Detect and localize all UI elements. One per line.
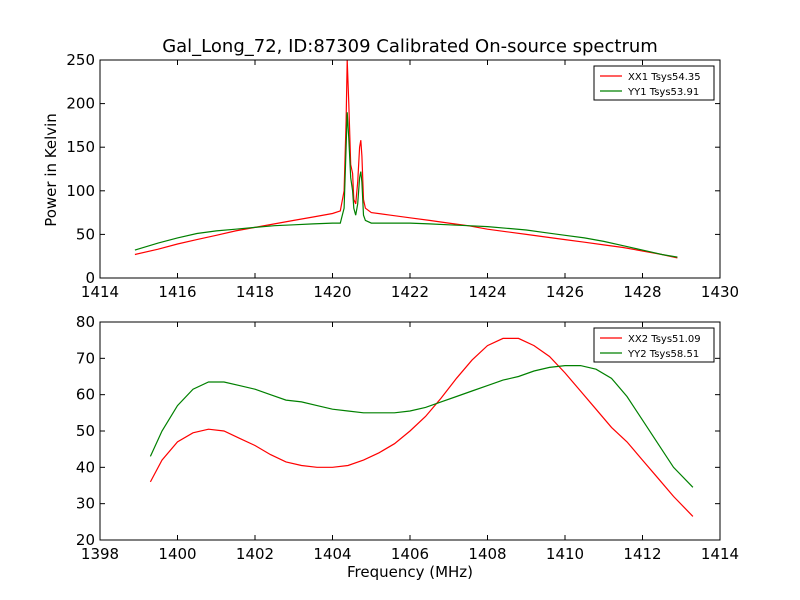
y-tick-label: 30 (76, 495, 95, 513)
y-tick-label: 100 (66, 182, 95, 200)
x-tick-label: 1414 (701, 545, 739, 563)
chart-title: Gal_Long_72, ID:87309 Calibrated On-sour… (162, 36, 658, 57)
top-panel: 1414 1416 1418 1420 1422 1424 1426 1428 1430 0 50 1… (66, 51, 739, 301)
legend-entry: XX1 Tsys54.35 (628, 72, 701, 83)
y-tick-label: 60 (76, 386, 95, 404)
x-tick-label: 1424 (468, 283, 506, 301)
x-tick-label: 1426 (546, 283, 584, 301)
legend-entry: YY1 Tsys53.91 (627, 87, 699, 98)
x-tick-label: 1420 (313, 283, 351, 301)
x-tick-label: 1404 (313, 545, 351, 563)
y-tick-label: 40 (76, 458, 95, 476)
y-tick-label: 150 (66, 138, 95, 156)
x-tick-label: 1406 (391, 545, 429, 563)
x-tick-label: 1402 (236, 545, 274, 563)
y-tick-label: 50 (76, 422, 95, 440)
bottom-x-axis-label: Frequency (MHz) (347, 563, 473, 581)
x-tick-label: 1430 (701, 283, 739, 301)
y-tick-label: 20 (76, 531, 95, 549)
x-tick-label: 1408 (468, 545, 506, 563)
x-tick-label: 1414 (81, 283, 119, 301)
series-line-yy (134, 112, 678, 258)
legend-entry: YY2 Tsys58.51 (627, 349, 699, 360)
y-tick-label: 200 (66, 95, 95, 113)
x-tick-label: 1410 (546, 545, 584, 563)
top-y-axis-label: Power in Kelvin (42, 113, 60, 227)
x-tick-label: 1398 (81, 545, 119, 563)
x-tick-label: 1422 (391, 283, 429, 301)
legend-box (593, 65, 715, 101)
x-tick-label: 1418 (236, 283, 274, 301)
series-line-xx (149, 337, 694, 517)
x-tick-label: 1400 (158, 545, 196, 563)
y-tick-label: 80 (76, 313, 95, 331)
y-tick-label: 250 (66, 51, 95, 69)
legend: XX1 Tsys54.35 YY1 Tsys53.91 (593, 65, 715, 101)
x-tick-label: 1428 (623, 283, 661, 301)
y-tick-label: 0 (85, 269, 95, 287)
series-line-xx (134, 60, 678, 259)
legend: XX2 Tsys51.09 YY2 Tsys58.51 (593, 327, 715, 363)
y-tick-label: 50 (76, 225, 95, 243)
legend-box (593, 327, 715, 363)
legend-entry: XX2 Tsys51.09 (628, 334, 701, 345)
x-tick-label: 1416 (158, 283, 196, 301)
x-tick-label: 1412 (623, 545, 661, 563)
series-line-yy (149, 365, 694, 488)
y-tick-label: 70 (76, 349, 95, 367)
bottom-panel: 1398 1400 1402 1404 1406 1408 1410 1412 1414 20 30… (76, 313, 739, 563)
